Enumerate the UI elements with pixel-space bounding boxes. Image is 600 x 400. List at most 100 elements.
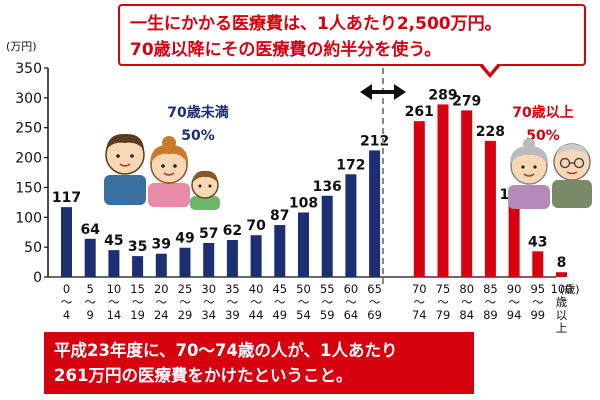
bar-value-label: 8: [557, 255, 567, 271]
y-tick-label: 350: [15, 61, 42, 77]
x-tick-label: 〜: [414, 295, 426, 309]
y-tick-label: 250: [15, 121, 42, 137]
bar: [61, 207, 72, 277]
note-line-2: 261万円の医療費をかけたということ。: [54, 366, 353, 385]
x-tick-label: 〜: [250, 295, 262, 309]
x-tick-label: 90: [507, 282, 522, 296]
x-tick-label: 20: [154, 282, 169, 296]
x-tick-label: 84: [459, 308, 474, 322]
y-tick-label: 200: [15, 151, 42, 167]
headline-callout: 一生にかかる医療費は、1人あたり2,500万円。 70歳以降にその医療費の約半分…: [118, 4, 586, 66]
bar-value-label: 43: [528, 234, 547, 250]
bar-value-label: 45: [104, 233, 123, 249]
x-tick-label: 25: [178, 282, 193, 296]
family-illustration: [104, 133, 220, 210]
x-tick-label: 〜: [298, 295, 310, 309]
x-tick-label: 〜: [156, 295, 168, 309]
bar: [179, 247, 191, 277]
x-tick-label: 19: [130, 308, 145, 322]
y-tick-label: 0: [33, 270, 42, 286]
note-line-1: 平成23年度に、70〜74歳の人が、1人あたり: [54, 341, 398, 360]
x-tick-label: 9: [87, 308, 94, 322]
x-tick-label: 34: [201, 308, 216, 322]
x-tick-label: 50: [296, 282, 311, 296]
x-tick-label: 45: [272, 282, 287, 296]
bar: [484, 140, 496, 277]
x-tick-label: 89: [483, 308, 498, 322]
bar-value-label: 117: [52, 190, 81, 206]
bar-value-label: 57: [199, 226, 218, 242]
bar-value-label: 62: [223, 223, 242, 239]
x-tick-label: 〜: [274, 295, 286, 309]
bar-value-label: 39: [152, 237, 171, 253]
bar: [84, 238, 96, 277]
x-tick-label: 49: [272, 308, 287, 322]
bar: [369, 150, 381, 277]
y-tick-label: 50: [24, 240, 42, 256]
bar: [556, 272, 567, 277]
x-tick-label: 5: [87, 282, 94, 296]
x-tick-label: 〜: [369, 295, 381, 309]
bar: [108, 250, 120, 277]
x-tick-label: 歳: [556, 295, 568, 309]
x-tick-label: 〜: [108, 295, 120, 309]
x-tick-label: 4: [63, 308, 70, 322]
headline-line-1: 一生にかかる医療費は、1人あたり2,500万円。: [130, 14, 502, 34]
x-tick-label: 95: [530, 282, 545, 296]
bar-value-label: 212: [360, 133, 389, 149]
bar: [250, 235, 262, 277]
group-over-share: 50%: [526, 128, 560, 144]
x-tick-label: 100: [551, 282, 573, 296]
bar-value-label: 172: [336, 157, 365, 173]
x-tick-label: 85: [483, 282, 498, 296]
bar-value-label: 289: [428, 87, 457, 103]
x-tick-label: 〜: [321, 295, 333, 309]
group-under-label: 70歳未満: [167, 104, 228, 121]
bar-value-label: 87: [270, 208, 289, 224]
bar: [437, 104, 449, 277]
bars: [61, 104, 567, 277]
y-unit-label: (万円): [6, 40, 37, 53]
double-arrow-icon: [360, 84, 406, 100]
bar: [298, 212, 309, 277]
x-tick-label: 70: [412, 282, 427, 296]
x-tick-label: 30: [201, 282, 216, 296]
x-tick-label: 〜: [461, 295, 473, 309]
bar: [532, 251, 544, 277]
x-tick-label: 74: [412, 308, 427, 322]
bar-value-label: 108: [289, 196, 318, 212]
bar: [321, 195, 333, 277]
x-tick-label: 14: [107, 308, 122, 322]
group-under-share: 50%: [181, 128, 215, 144]
bar: [203, 242, 215, 277]
x-tick-label: 〜: [227, 295, 239, 309]
x-tick-label: 35: [225, 282, 240, 296]
x-tick-label: 〜: [132, 295, 144, 309]
x-unit-label: (歳): [560, 283, 580, 296]
x-tick-label: 94: [507, 308, 522, 322]
headline-line-2: 70歳以降にその医療費の約半分を使う。: [130, 40, 442, 60]
x-tick-label: 69: [367, 308, 382, 322]
x-tick-label: 80: [459, 282, 474, 296]
bar-value-label: 136: [313, 179, 342, 195]
y-axis: 0 50 100 150 200 250 300 350: [15, 61, 556, 286]
x-tick-label: 59: [320, 308, 335, 322]
x-tick-label: 15: [130, 282, 145, 296]
x-tick-label: 〜: [84, 295, 96, 309]
x-tick-label: 〜: [485, 295, 497, 309]
bar: [132, 256, 144, 277]
x-tick-label: 〜: [508, 295, 520, 309]
explanation-note: 平成23年度に、70〜74歳の人が、1人あたり 261万円の医療費をかけたという…: [44, 332, 474, 394]
bar: [508, 204, 520, 277]
y-tick-label: 100: [15, 210, 42, 226]
x-tick-label: 以: [556, 308, 568, 322]
x-tick-label: 〜: [345, 295, 357, 309]
x-tick-label: 10: [107, 282, 122, 296]
y-tick-label: 300: [15, 91, 42, 107]
x-tick-label: 〜: [437, 295, 449, 309]
bar-value-label: 64: [80, 222, 100, 238]
bar-value-label: 279: [452, 93, 481, 109]
x-tick-label: 64: [344, 308, 359, 322]
